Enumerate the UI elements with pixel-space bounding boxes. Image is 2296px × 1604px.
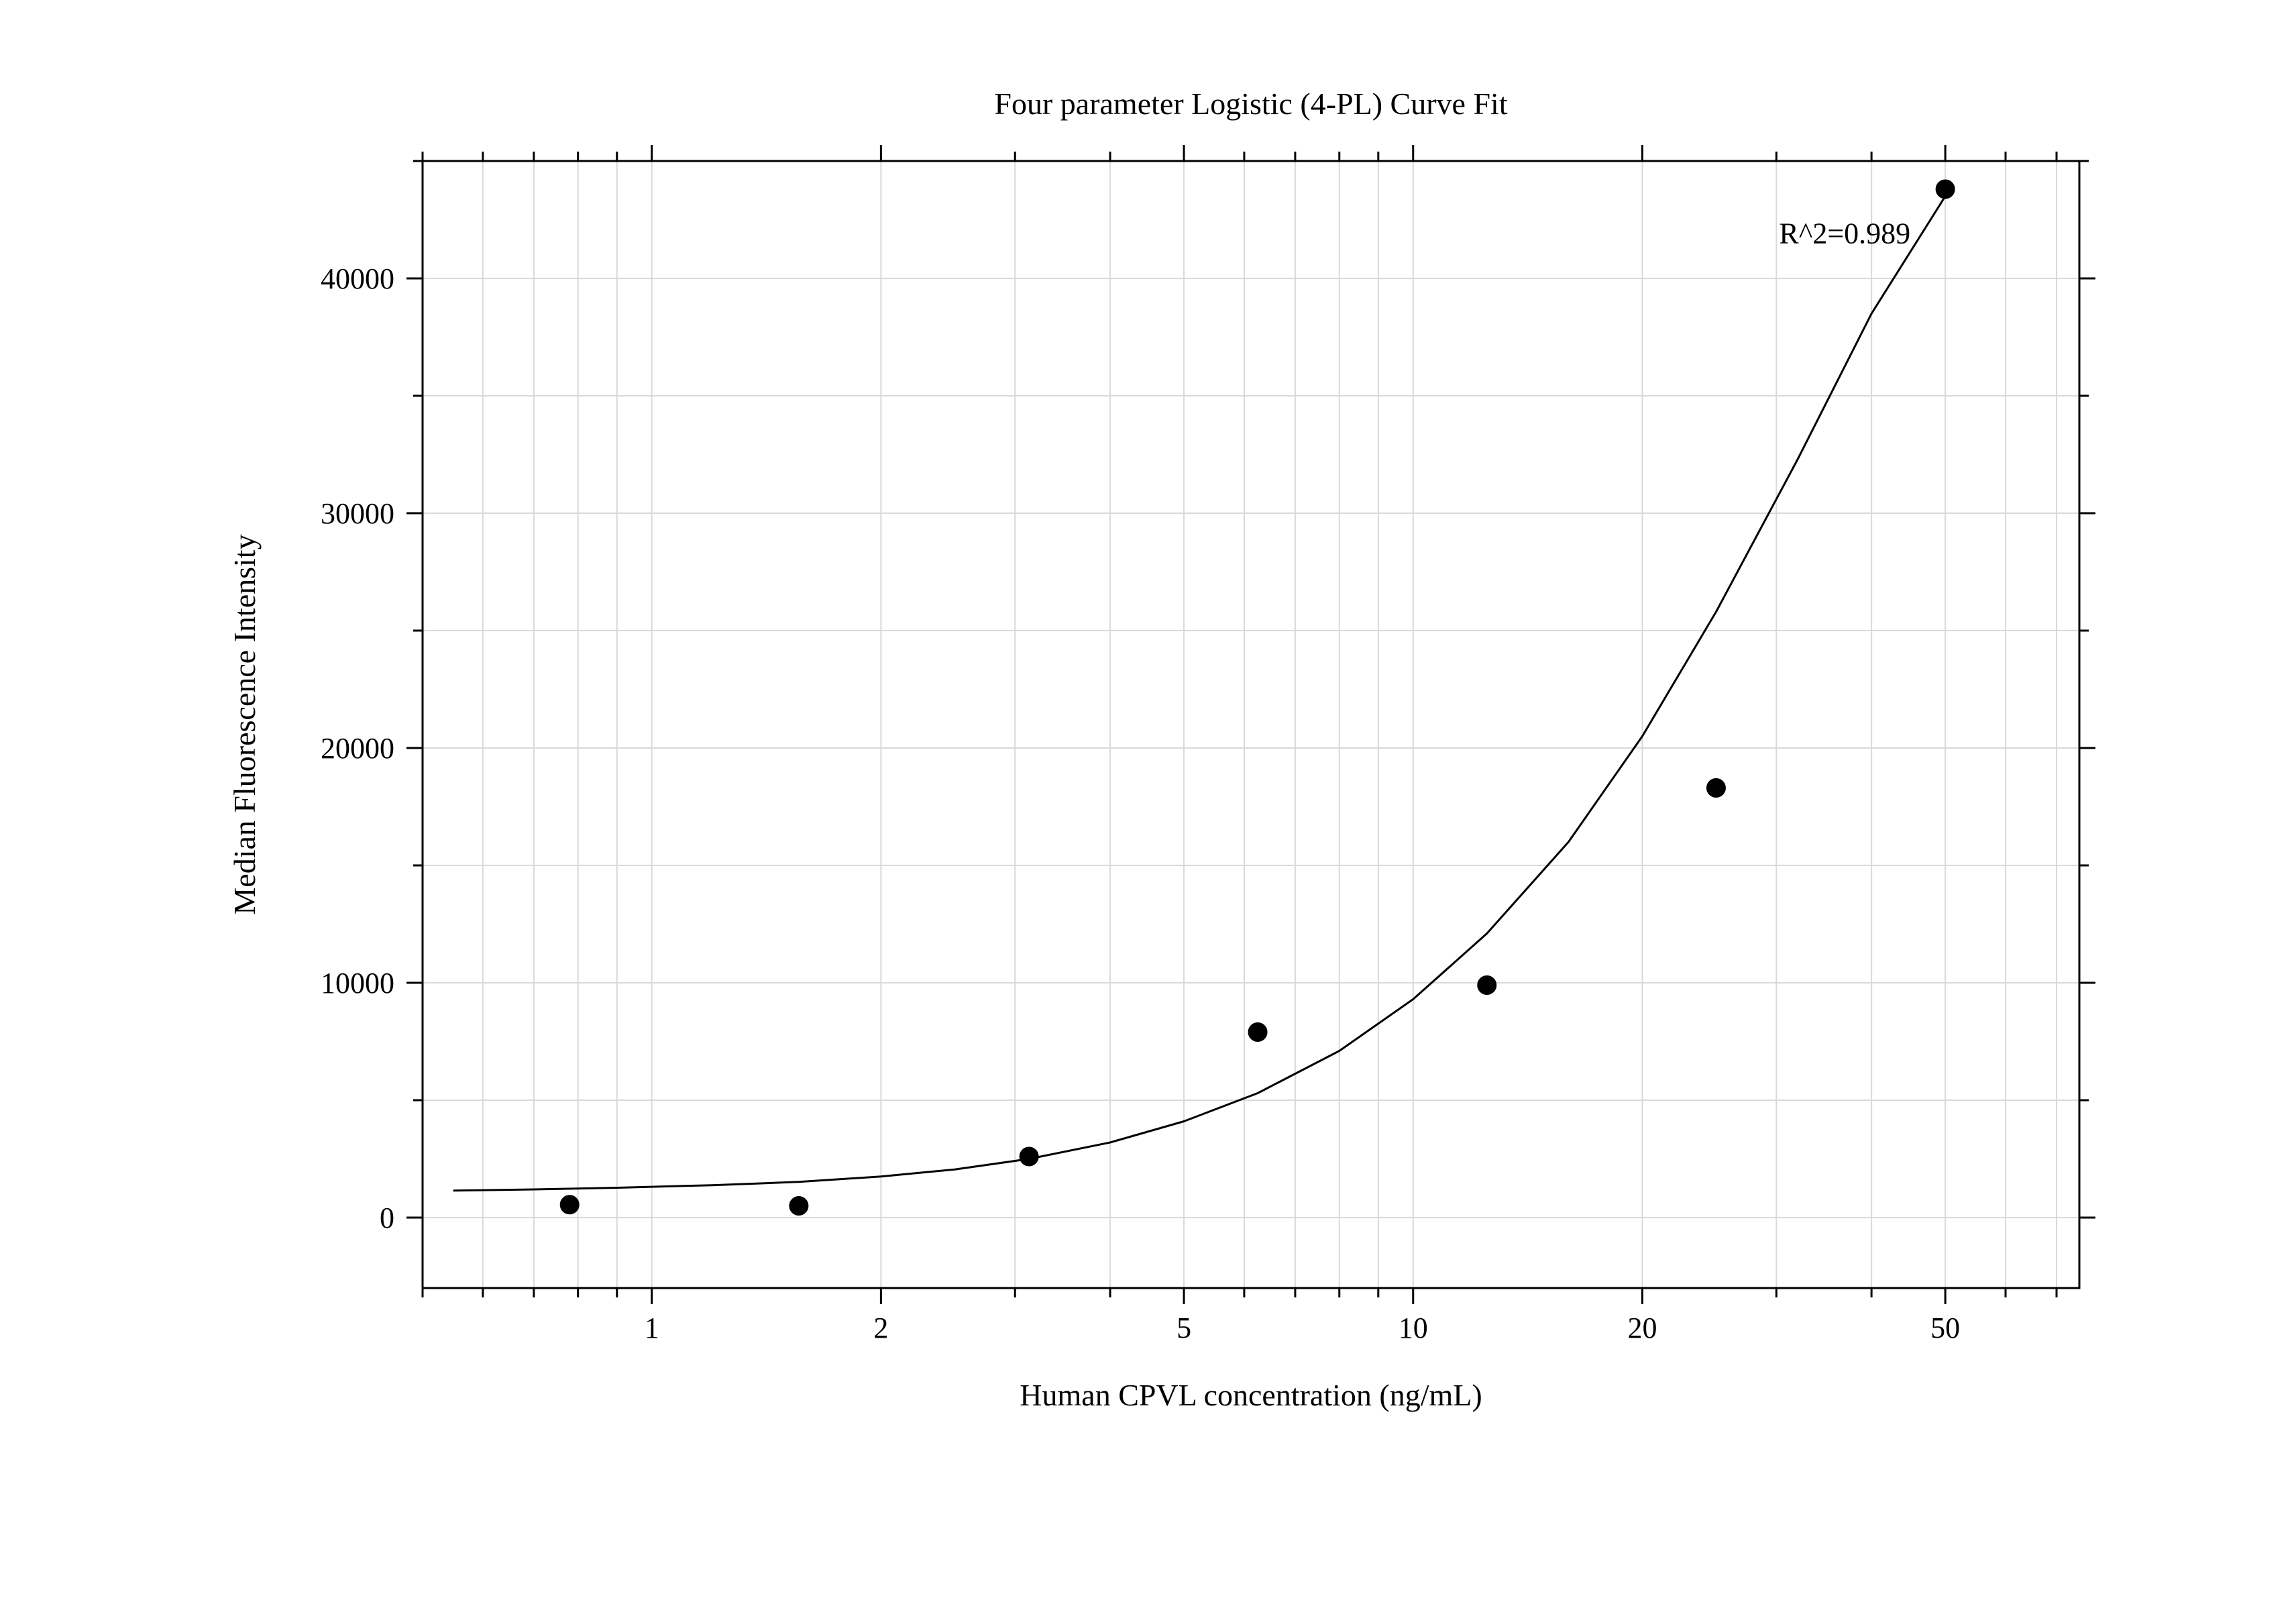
data-point [789, 1197, 808, 1216]
x-tick-label: 2 [873, 1312, 888, 1344]
chart-svg: 1 2 5 10 20 50 0 10000 20000 30000 40000 Four param… [0, 0, 2296, 1604]
data-point [1936, 180, 1955, 199]
x-tick-label: 1 [645, 1312, 659, 1344]
y-tick-label: 20000 [321, 732, 394, 765]
chart-title: Four parameter Logistic (4-PL) Curve Fit [994, 87, 1507, 121]
data-point [1706, 779, 1725, 798]
x-tick-label: 10 [1399, 1312, 1428, 1344]
y-axis-label: Median Fluorescence Intensity [227, 534, 262, 914]
x-tick-label: 50 [1930, 1312, 1960, 1344]
data-point [1478, 976, 1496, 995]
data-point [560, 1195, 579, 1214]
y-tick-label: 30000 [321, 497, 394, 530]
data-point [1020, 1147, 1038, 1166]
x-tick-label: 5 [1177, 1312, 1191, 1344]
x-axis-label: Human CPVL concentration (ng/mL) [1020, 1378, 1482, 1412]
y-tick-label: 0 [380, 1201, 394, 1234]
x-tick-label: 20 [1627, 1312, 1657, 1344]
y-tick-label: 40000 [321, 262, 394, 295]
chart-background [0, 0, 2296, 1604]
chart-container: 1 2 5 10 20 50 0 10000 20000 30000 40000 Four param… [0, 0, 2296, 1604]
y-tick-label: 10000 [321, 967, 394, 1000]
data-point [1248, 1023, 1267, 1042]
r-squared-annotation: R^2=0.989 [1779, 217, 1910, 250]
